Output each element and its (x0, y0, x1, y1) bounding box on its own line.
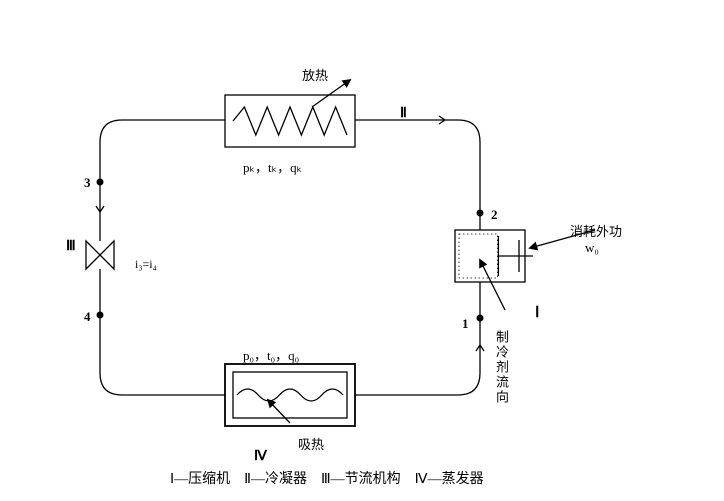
evaporator-params: p₀，t₀，q₀ (243, 345, 299, 364)
node-4-num: 4 (84, 309, 91, 325)
condenser-params: pₖ，tₖ，qₖ (243, 157, 302, 176)
node-1-num: 1 (462, 316, 469, 332)
roman-I: Ⅰ (535, 303, 539, 322)
work-sym: w₀ (585, 240, 599, 256)
node-2-num: 2 (491, 207, 498, 223)
flow-direction-label: 制冷剂流向 (492, 330, 511, 405)
work-label: 消耗外功 (570, 221, 622, 240)
legend-text: Ⅰ—压缩机 Ⅱ—冷凝器 Ⅲ—节流机构 Ⅳ—蒸发器 (170, 468, 484, 488)
isentropic-label: i₃=i₄ (135, 257, 157, 272)
node-3-num: 3 (84, 175, 91, 191)
heat-in-label: 吸热 (298, 434, 324, 453)
roman-II: Ⅱ (400, 105, 407, 122)
roman-IV: Ⅳ (254, 448, 267, 465)
roman-III: Ⅲ (66, 238, 76, 255)
heat-out-label: 放热 (302, 65, 328, 84)
diagram-svg (0, 0, 724, 501)
